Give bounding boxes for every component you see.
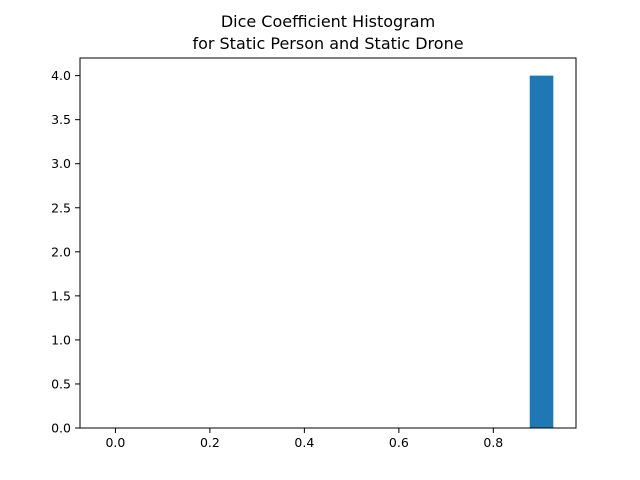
axes-frame (79, 57, 577, 429)
y-tick-label: 0.0 (51, 421, 71, 436)
y-tick-label: 4.0 (51, 68, 71, 83)
chart-title: Dice Coefficient Histogram (221, 12, 435, 31)
histogram-bar (529, 75, 554, 429)
y-tick-label: 1.5 (51, 288, 71, 303)
x-axis-ticks: 0.0 0.2 0.4 0.6 0.8 (105, 428, 503, 450)
x-tick-label: 0.0 (105, 435, 125, 450)
bars-group (529, 75, 554, 429)
x-tick-label: 0.4 (294, 435, 314, 450)
y-tick-label: 0.5 (51, 376, 71, 391)
chart-subtitle: for Static Person and Static Drone (192, 34, 463, 53)
x-tick-label: 0.2 (200, 435, 220, 450)
y-tick-label: 3.0 (51, 156, 71, 171)
y-tick-label: 2.5 (51, 200, 71, 215)
x-tick-label: 0.6 (389, 435, 409, 450)
y-tick-label: 3.5 (51, 112, 71, 127)
y-tick-label: 1.0 (51, 332, 71, 347)
y-tick-label: 2.0 (51, 244, 71, 259)
y-axis-ticks: 0.0 0.5 1.0 1.5 2.0 2.5 3.0 3.5 4.0 (51, 68, 80, 436)
x-tick-label: 0.8 (483, 435, 503, 450)
